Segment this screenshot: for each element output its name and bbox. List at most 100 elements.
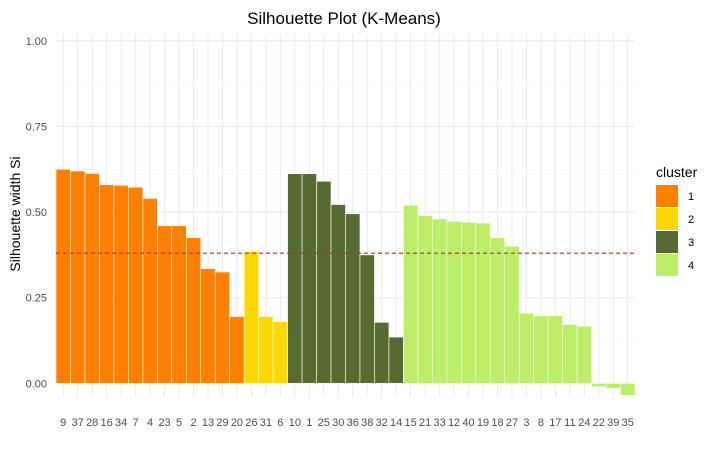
bar-11	[562, 324, 578, 384]
bar-17	[547, 315, 563, 384]
x-tick-label: 32	[376, 417, 388, 429]
bar-28	[84, 173, 100, 384]
x-tick-label: 7	[133, 417, 139, 429]
bar-25	[316, 180, 332, 384]
y-tick-label: 1.00	[26, 36, 47, 48]
x-tick-label: 19	[477, 417, 489, 429]
bar-32	[374, 322, 390, 384]
bar-2	[185, 237, 202, 384]
bar-14	[388, 336, 404, 384]
x-tick-label: 8	[538, 417, 544, 429]
legend-label: 3	[688, 237, 694, 249]
legend: cluster 1 2 3 4	[656, 164, 698, 276]
x-tick-label: 30	[332, 417, 344, 429]
bar-10	[287, 173, 303, 384]
x-tick-label: 18	[491, 417, 503, 429]
x-tick-label: 6	[277, 417, 283, 429]
bar-7	[128, 186, 144, 384]
bar-40	[460, 222, 477, 384]
y-tick-label: 0.25	[26, 293, 47, 305]
x-tick-label: 12	[448, 417, 460, 429]
x-tick-label: 36	[347, 417, 359, 429]
bar-29	[214, 271, 231, 384]
bar-9	[55, 168, 71, 384]
bar-15	[403, 204, 419, 384]
x-tick-label: 5	[176, 417, 182, 429]
x-tick-label: 4	[147, 417, 153, 429]
bar-18	[489, 237, 506, 384]
bar-6	[272, 321, 288, 384]
x-tick-label: 27	[506, 417, 518, 429]
x-tick-label: 3	[523, 417, 529, 429]
x-tick-label: 20	[231, 417, 243, 429]
x-tick-label: 23	[158, 417, 170, 429]
legend-title: cluster	[656, 164, 698, 180]
x-tick-label: 2	[190, 417, 196, 429]
x-tick-label: 28	[86, 417, 98, 429]
bar-1	[301, 173, 317, 384]
bar-20	[229, 316, 245, 384]
y-axis-ticks: 0.00 0.25 0.50 0.75 1.00	[26, 36, 47, 390]
legend-label: 1	[688, 191, 694, 203]
bar-27	[504, 246, 520, 384]
bar-12	[446, 221, 462, 384]
x-tick-label: 26	[245, 417, 257, 429]
bar-19	[475, 222, 491, 384]
x-tick-label: 37	[72, 417, 84, 429]
y-tick-label: 0.75	[26, 121, 47, 133]
x-tick-label: 34	[115, 417, 127, 429]
bar-16	[99, 184, 115, 384]
x-tick-label: 1	[306, 417, 312, 429]
bar-37	[70, 170, 86, 384]
x-tick-label: 9	[60, 417, 66, 429]
bar-23	[157, 225, 173, 384]
bar-39	[605, 383, 621, 389]
bar-26	[243, 251, 259, 384]
bar-21	[417, 215, 433, 384]
legend-key-4	[656, 254, 678, 276]
legend-key-2	[656, 208, 678, 230]
bar-13	[200, 268, 216, 384]
x-tick-label: 31	[260, 417, 272, 429]
bar-3	[518, 312, 534, 384]
legend-key-1	[656, 185, 678, 207]
bars	[55, 168, 636, 396]
legend-label: 2	[688, 214, 694, 226]
x-axis-ticks: 9 37 28 16 34 7 4 23 5 2 13 29 20 26 31 6 10 1 25 30 36 38 32 1…	[60, 417, 634, 429]
x-tick-label: 38	[361, 417, 373, 429]
bar-38	[359, 254, 375, 384]
x-tick-label: 13	[202, 417, 214, 429]
x-tick-label: 22	[593, 417, 605, 429]
bar-5	[171, 225, 187, 384]
bar-24	[576, 325, 592, 384]
x-tick-label: 16	[101, 417, 113, 429]
x-tick-label: 21	[419, 417, 431, 429]
x-tick-label: 17	[549, 417, 561, 429]
x-tick-label: 15	[405, 417, 417, 429]
y-tick-label: 0.00	[26, 378, 47, 390]
x-tick-label: 11	[564, 417, 575, 429]
x-tick-label: 25	[318, 417, 330, 429]
x-tick-label: 10	[289, 417, 301, 429]
bar-33	[432, 218, 448, 384]
bar-4	[142, 198, 158, 384]
legend-key-3	[656, 231, 678, 253]
bar-30	[330, 204, 346, 384]
bar-36	[345, 213, 361, 384]
bar-8	[533, 315, 549, 384]
chart-title: Silhouette Plot (K-Means)	[247, 9, 441, 28]
bar-22	[591, 383, 607, 388]
bar-34	[113, 185, 129, 384]
bar-31	[258, 316, 274, 384]
x-tick-label: 40	[462, 417, 474, 429]
legend-label: 4	[688, 260, 694, 272]
x-tick-label: 24	[578, 417, 590, 429]
x-tick-label: 29	[216, 417, 228, 429]
bar-35	[620, 383, 636, 396]
x-tick-label: 33	[433, 417, 445, 429]
y-axis-label: Silhouette width Si	[7, 156, 23, 271]
x-tick-label: 39	[607, 417, 619, 429]
x-tick-label: 14	[390, 417, 402, 429]
